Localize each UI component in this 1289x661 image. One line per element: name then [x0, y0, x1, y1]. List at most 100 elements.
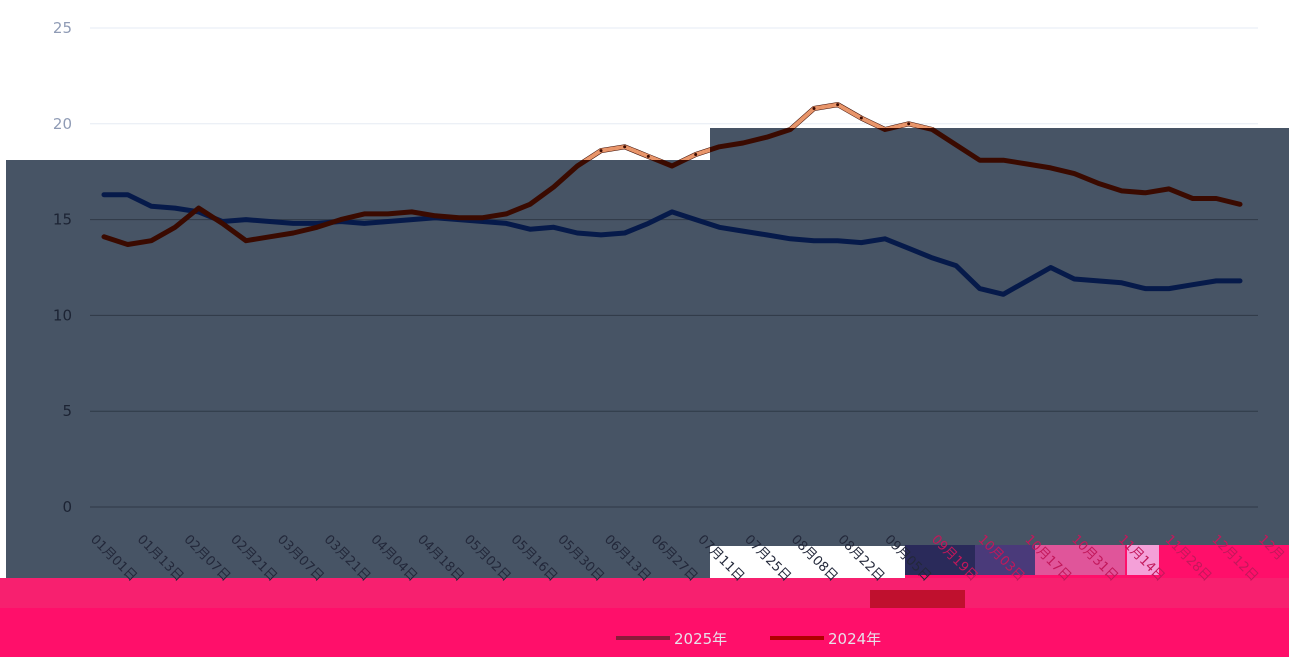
series-point	[552, 225, 556, 229]
series-point	[291, 221, 295, 225]
glitch-block-2	[975, 545, 1035, 575]
series-point	[741, 229, 745, 233]
series-point	[362, 221, 366, 225]
series-point	[1049, 266, 1053, 269]
series-point	[126, 243, 130, 247]
series-point	[717, 225, 721, 229]
series-point	[907, 246, 911, 250]
series-point	[173, 206, 177, 210]
series-point	[552, 185, 556, 189]
glitch-block-5	[870, 590, 965, 608]
series-point	[930, 256, 934, 260]
series-point	[1001, 158, 1005, 162]
series-point	[1238, 202, 1242, 206]
series-point	[220, 221, 224, 225]
legend-label: 2024年	[828, 630, 881, 648]
series-point	[102, 235, 106, 239]
y-tick-label: 0	[62, 498, 72, 516]
series-point	[575, 231, 579, 235]
series-point	[788, 128, 792, 132]
series-point	[362, 212, 366, 216]
series-point	[268, 235, 272, 239]
series-point	[930, 128, 934, 132]
plot-background	[6, 160, 710, 578]
series-point	[457, 216, 461, 220]
series-point	[1120, 281, 1124, 285]
series-point	[907, 122, 911, 126]
series-point	[149, 239, 153, 243]
series-point	[339, 218, 343, 222]
series-point	[1143, 191, 1147, 195]
series-point	[670, 210, 674, 214]
series-point	[1191, 197, 1195, 201]
series-point	[268, 220, 272, 224]
series-point	[717, 145, 721, 149]
glitch-block-1	[905, 545, 975, 575]
series-point	[954, 143, 958, 147]
series-point	[623, 145, 627, 149]
y-tick-label: 15	[53, 211, 72, 229]
series-point	[646, 154, 650, 158]
series-point	[836, 103, 840, 107]
series-point	[883, 128, 887, 132]
series-point	[386, 212, 390, 216]
series-point	[1238, 279, 1242, 283]
series-point	[386, 220, 390, 224]
series-point	[1096, 181, 1100, 185]
series-point	[694, 218, 698, 222]
series-point	[599, 149, 603, 153]
series-point	[836, 239, 840, 243]
series-point	[978, 158, 982, 162]
series-point	[315, 221, 319, 225]
series-point	[599, 233, 603, 237]
series-point	[291, 231, 295, 235]
series-point	[1191, 283, 1195, 287]
series-point	[1072, 277, 1076, 281]
series-point	[315, 225, 319, 229]
series-point	[978, 287, 982, 291]
series-point	[1143, 287, 1147, 291]
series-point	[1167, 287, 1171, 291]
series-point	[504, 221, 508, 225]
series-point	[149, 204, 153, 208]
series-point	[102, 193, 106, 197]
series-point	[126, 193, 130, 197]
glitch-block-3	[1035, 545, 1125, 575]
series-point	[765, 135, 769, 139]
series-point	[173, 225, 177, 229]
legend-label: 2025年	[674, 630, 727, 648]
series-point	[504, 212, 508, 216]
series-point	[433, 214, 437, 218]
series-point	[1025, 279, 1029, 283]
series-point	[883, 237, 887, 241]
series-point	[410, 218, 414, 222]
series-point	[954, 264, 958, 268]
series-point	[481, 216, 485, 220]
y-tick-label: 20	[53, 115, 72, 133]
series-point	[1214, 279, 1218, 283]
series-point	[812, 239, 816, 243]
series-point	[765, 233, 769, 237]
y-tick-label: 10	[53, 306, 72, 324]
y-tick-label: 25	[53, 19, 72, 37]
series-point	[244, 218, 248, 222]
series-point	[1214, 197, 1218, 201]
series-point	[788, 237, 792, 241]
series-point	[1072, 172, 1076, 176]
series-point	[1167, 187, 1171, 191]
series-point	[859, 116, 863, 120]
series-point	[812, 106, 816, 110]
series-point	[575, 164, 579, 168]
series-point	[1120, 189, 1124, 193]
series-point	[623, 231, 627, 235]
bottom-band-stripe	[0, 578, 1289, 608]
series-point	[1001, 292, 1005, 296]
series-point	[410, 210, 414, 214]
series-point	[741, 141, 745, 145]
y-tick-label: 5	[62, 402, 72, 420]
plot-background-right	[710, 128, 1289, 546]
series-point	[481, 220, 485, 224]
series-point	[528, 227, 532, 231]
series-point	[1025, 162, 1029, 166]
